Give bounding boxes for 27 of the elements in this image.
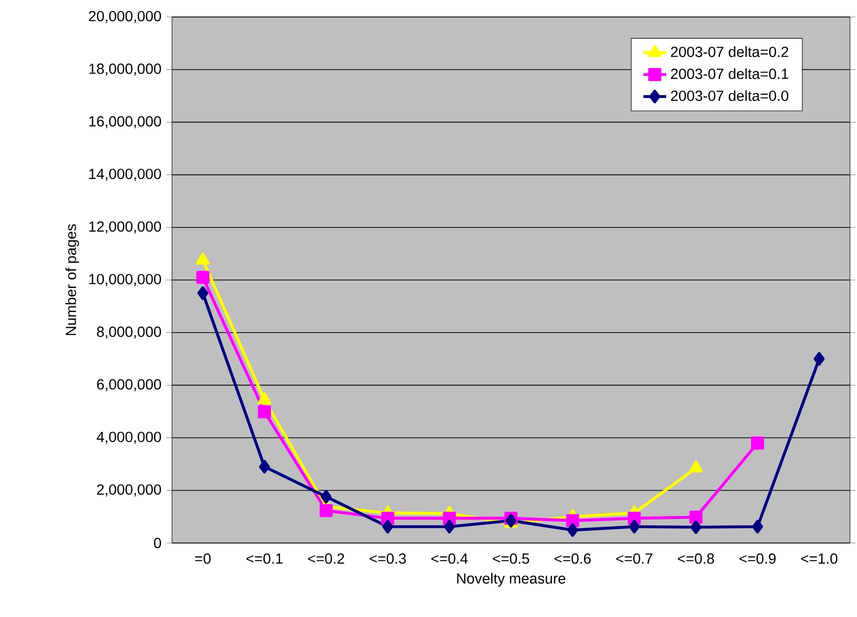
x-tick-label: <=0.9 bbox=[740, 553, 776, 564]
x-tick-label: <=0.3 bbox=[370, 553, 406, 564]
x-tick-label: <=0.5 bbox=[492, 553, 530, 564]
x-tick-label: <=0.2 bbox=[308, 553, 344, 564]
y-tick-label: 20,000,000 bbox=[88, 10, 162, 24]
y-tick-label: 18,000,000 bbox=[89, 64, 162, 76]
legend-label: 2003-07 delta=0.2 bbox=[671, 46, 788, 58]
y-tick-label: 16,000,000 bbox=[89, 116, 162, 128]
x-axis-title: Novelty measure bbox=[457, 572, 566, 587]
x-tick-label: <=1.0 bbox=[801, 553, 838, 564]
x-tick-label: <=0.8 bbox=[678, 553, 714, 564]
legend-label: 2003-07 delta=0.0 bbox=[671, 90, 788, 101]
y-tick-label: 4,000,000 bbox=[96, 432, 162, 444]
legend-label: 2003-07 delta=0.1 bbox=[671, 68, 788, 80]
y-tick-label: 14,000,000 bbox=[89, 168, 162, 181]
y-tick-label: 6,000,000 bbox=[97, 379, 162, 392]
y-tick-label: 2,000,000 bbox=[97, 484, 162, 496]
y-tick-label: 10,000,000 bbox=[89, 274, 162, 286]
x-tick-label: <=0.6 bbox=[554, 553, 591, 564]
x-tick-label: <=0.7 bbox=[616, 553, 652, 564]
x-tick-label: <=0.1 bbox=[246, 553, 283, 564]
y-tick-label: 8,000,000 bbox=[96, 326, 162, 339]
x-tick-label: <=0.4 bbox=[431, 553, 468, 564]
y-tick-label: 12,000,000 bbox=[89, 221, 162, 234]
y-tick-label: 0 bbox=[154, 538, 162, 548]
x-tick-label: =0 bbox=[195, 553, 211, 564]
y-axis-title: Number of pages bbox=[65, 224, 80, 336]
